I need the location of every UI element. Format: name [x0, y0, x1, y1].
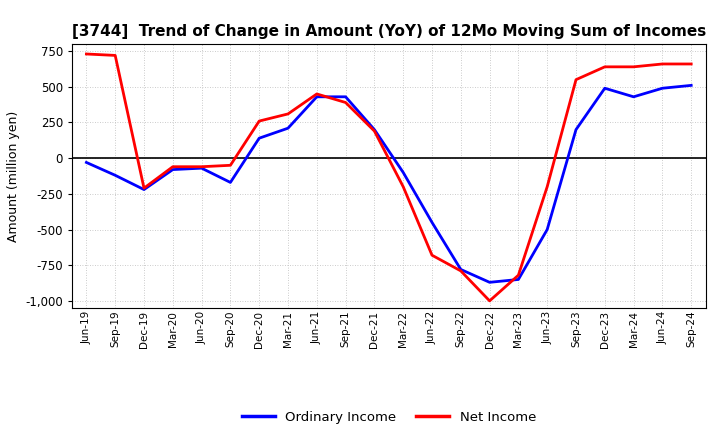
Net Income	[629, 64, 638, 70]
Ordinary Income	[514, 277, 523, 282]
Net Income	[658, 61, 667, 66]
Ordinary Income	[341, 94, 350, 99]
Ordinary Income	[140, 187, 148, 192]
Net Income	[514, 272, 523, 278]
Ordinary Income	[111, 172, 120, 178]
Line: Net Income: Net Income	[86, 54, 691, 301]
Ordinary Income	[312, 94, 321, 99]
Ordinary Income	[82, 160, 91, 165]
Ordinary Income	[399, 170, 408, 175]
Ordinary Income	[226, 180, 235, 185]
Net Income	[485, 298, 494, 304]
Ordinary Income	[485, 280, 494, 285]
Ordinary Income	[456, 267, 465, 272]
Net Income	[226, 163, 235, 168]
Net Income	[140, 186, 148, 191]
Ordinary Income	[543, 227, 552, 232]
Net Income	[82, 51, 91, 57]
Ordinary Income	[370, 127, 379, 132]
Ordinary Income	[197, 165, 206, 171]
Net Income	[168, 164, 177, 169]
Net Income	[370, 128, 379, 134]
Ordinary Income	[168, 167, 177, 172]
Net Income	[543, 184, 552, 189]
Net Income	[197, 164, 206, 169]
Net Income	[687, 61, 696, 66]
Ordinary Income	[629, 94, 638, 99]
Legend: Ordinary Income, Net Income: Ordinary Income, Net Income	[236, 405, 541, 429]
Ordinary Income	[658, 86, 667, 91]
Net Income	[255, 118, 264, 124]
Net Income	[428, 253, 436, 258]
Ordinary Income	[572, 127, 580, 132]
Ordinary Income	[687, 83, 696, 88]
Net Income	[600, 64, 609, 70]
Ordinary Income	[600, 86, 609, 91]
Ordinary Income	[284, 125, 292, 131]
Net Income	[111, 53, 120, 58]
Net Income	[341, 100, 350, 105]
Net Income	[399, 184, 408, 189]
Ordinary Income	[255, 136, 264, 141]
Title: [3744]  Trend of Change in Amount (YoY) of 12Mo Moving Sum of Incomes: [3744] Trend of Change in Amount (YoY) o…	[72, 24, 706, 39]
Ordinary Income	[428, 220, 436, 225]
Y-axis label: Amount (million yen): Amount (million yen)	[6, 110, 19, 242]
Net Income	[572, 77, 580, 82]
Net Income	[456, 268, 465, 274]
Line: Ordinary Income: Ordinary Income	[86, 85, 691, 282]
Net Income	[284, 111, 292, 117]
Net Income	[312, 92, 321, 97]
